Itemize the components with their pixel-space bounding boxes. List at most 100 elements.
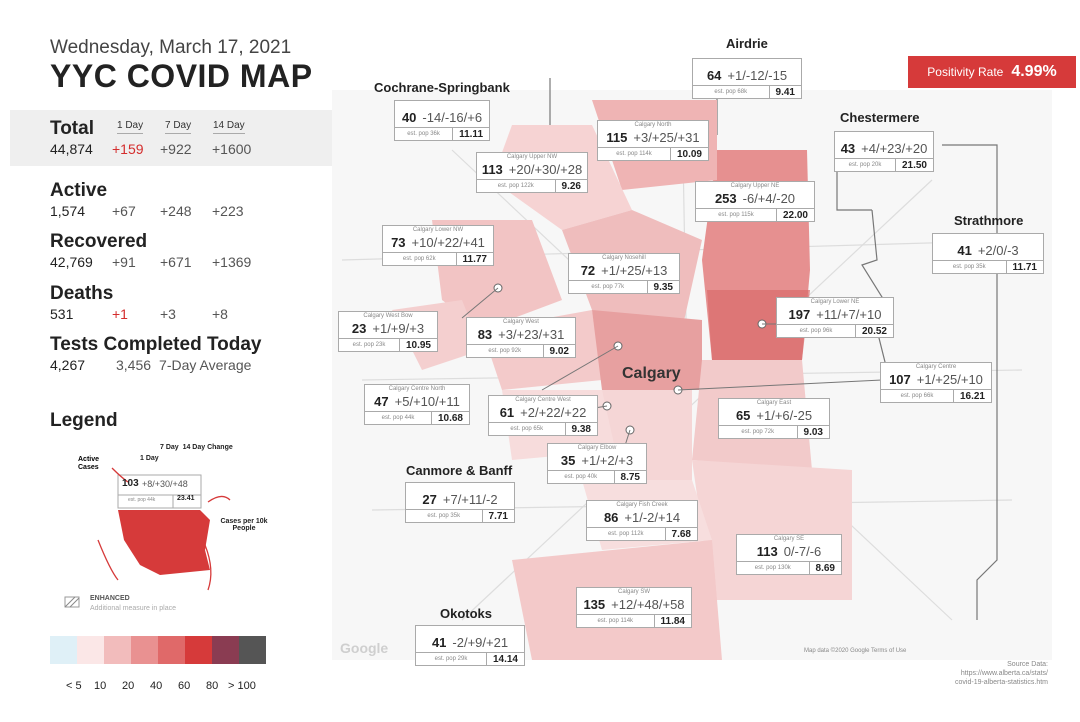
legend-cases-per: Cases per 10k People [220, 518, 268, 532]
stat-value: 44,874 [50, 141, 93, 157]
legend-sample-rate: 23.41 [177, 495, 195, 502]
scale-label: 10 [94, 680, 107, 692]
region-name: Calgary Fish Creek [616, 502, 668, 508]
google-watermark: Google [340, 640, 389, 656]
case-changes: +1/+25/+13 [601, 263, 668, 278]
stat-value: 1,574 [50, 203, 86, 219]
est-population: est. pop 72k [719, 426, 798, 438]
active-cases: 135 [583, 597, 606, 612]
cases-per-10k: 7.71 [488, 511, 508, 522]
region-name [395, 101, 489, 110]
case-changes: +3/+25/+31 [633, 130, 700, 145]
positivity-rate: Positivity Rate 4.99% [908, 56, 1076, 88]
active-cases: 253 [714, 191, 737, 206]
date-label: Wednesday, March 17, 2021 [50, 37, 292, 58]
stat-avg-label: 7-Day Average [159, 357, 252, 373]
stat-total: Total 44,874 +159 +922 +1600 [50, 118, 272, 157]
region-name: Calgary Upper NW [506, 154, 558, 160]
case-changes: +1/+25/+10 [916, 372, 983, 387]
region-card: Calgary Elbow 35 +1/+2/+3 est. pop 40k 8.75 [547, 443, 647, 484]
region-name: Calgary West Bow [363, 313, 413, 319]
region-name: Calgary West [503, 319, 539, 325]
active-cases: 47 [374, 394, 389, 409]
case-changes: +20/+30/+28 [508, 162, 583, 177]
cases-per-10k: 10.95 [405, 340, 431, 351]
est-population: est. pop 44k [365, 412, 432, 424]
source-url-1: https://www.alberta.ca/stats/ [960, 670, 1048, 677]
region-card: Calgary Lower NE 197 +11/+7/+10 est. pop 96… [776, 297, 894, 338]
legend-seven-fourteen: 7 Day 14 Day Change [160, 444, 233, 451]
active-cases: 27 [422, 492, 437, 507]
case-changes: +7/+11/-2 [442, 492, 498, 507]
scale-swatch [131, 636, 158, 664]
active-cases: 107 [889, 372, 911, 387]
stat-d1: +91 [112, 254, 136, 270]
cases-per-10k: 9.02 [549, 346, 569, 357]
region-calgary-se [692, 460, 852, 600]
region-card: Calgary East 65 +1/+6/-25 est. pop 72k 9.03 [718, 398, 830, 439]
stat-value: 531 [50, 306, 74, 322]
case-changes: +5/+10/+11 [394, 394, 460, 409]
est-population: est. pop 35k [406, 510, 483, 522]
area-label-airdrie: Airdrie [726, 36, 768, 51]
region-card: Calgary Nosehill 72 +1/+25/+13 est. pop 77k… [568, 253, 680, 294]
case-changes: +11/+7/+10 [816, 307, 882, 322]
area-label-chestermere: Chestermere [840, 110, 920, 125]
scale-label: 60 [178, 680, 191, 692]
col-7day: 7 Day [165, 120, 192, 134]
region-card: Calgary North 115 +3/+25/+31 est. pop 114k 1… [597, 120, 709, 161]
case-changes: +2/0/-3 [977, 243, 1019, 258]
legend-diagram: Active Cases [64, 456, 231, 608]
region-card: Calgary SW 135 +12/+48/+58 est. pop 114k 11.… [576, 587, 692, 628]
active-cases: 73 [391, 235, 406, 250]
case-changes: +3/+23/+31 [498, 327, 565, 342]
legend-title: Legend [50, 410, 118, 431]
case-changes: +1/-2/+14 [624, 510, 681, 525]
stat-value: 42,769 [50, 254, 93, 270]
region-card: Calgary Upper NW 113 +20/+30/+28 est. pop 1… [476, 152, 588, 193]
region-name: Calgary Centre [915, 364, 957, 370]
region-name: Calgary North [634, 122, 672, 128]
scale-swatch [239, 636, 266, 664]
stat-label: Deaths [50, 283, 114, 304]
scale-label: 20 [122, 680, 135, 692]
case-changes: +1/+2/+3 [581, 453, 634, 468]
legend-sample-card [117, 474, 202, 509]
region-card: Calgary Lower NW 73 +10/+22/+41 est. pop 62… [382, 225, 494, 266]
est-population: est. pop 77k [569, 281, 648, 293]
scale-label: > 100 [228, 680, 256, 692]
stat-tests: Tests Completed Today 4,267 3,456 7-Day Av… [50, 334, 262, 373]
est-population: est. pop 112k [587, 528, 666, 540]
active-cases: 40 [401, 110, 417, 125]
stat-deaths: Deaths 531 +1 +3 +8 [50, 283, 272, 322]
active-cases: 43 [840, 141, 856, 156]
est-population: est. pop 92k [467, 345, 544, 357]
page-title: YYC COVID MAP [50, 58, 313, 94]
legend-arrow [204, 544, 212, 591]
region-name: Calgary SW [617, 589, 650, 595]
region-name: Calgary East [756, 400, 792, 406]
active-cases: 86 [603, 510, 619, 525]
est-population: est. pop 66k [881, 390, 954, 402]
stat-d7: +671 [160, 254, 192, 270]
active-cases: 35 [560, 453, 576, 468]
stat-label: Total [50, 118, 94, 139]
scale-label: < 5 [66, 680, 82, 692]
cases-per-10k: 10.68 [437, 413, 463, 424]
color-scale [50, 636, 266, 664]
case-changes: 0/-7/-6 [783, 544, 822, 559]
cases-per-10k: 8.75 [620, 472, 640, 483]
active-cases: 115 [606, 130, 628, 145]
case-changes: +1/-12/-15 [727, 68, 788, 83]
region-calgary-centre [592, 310, 702, 390]
active-cases: 197 [788, 307, 811, 322]
area-label-cochrane: Cochrane-Springbank [374, 80, 510, 95]
est-population: est. pop 68k [693, 86, 770, 98]
region-name [406, 483, 514, 492]
legend-sample-pop: est. pop 44k [128, 497, 156, 503]
stat-d1: +67 [112, 203, 136, 219]
positivity-value: 4.99% [1011, 63, 1057, 80]
legend-sample-region [118, 510, 210, 575]
region-card: Calgary Centre West 61 +2/+22/+22 est. pop … [488, 395, 598, 436]
scale-swatch [185, 636, 212, 664]
